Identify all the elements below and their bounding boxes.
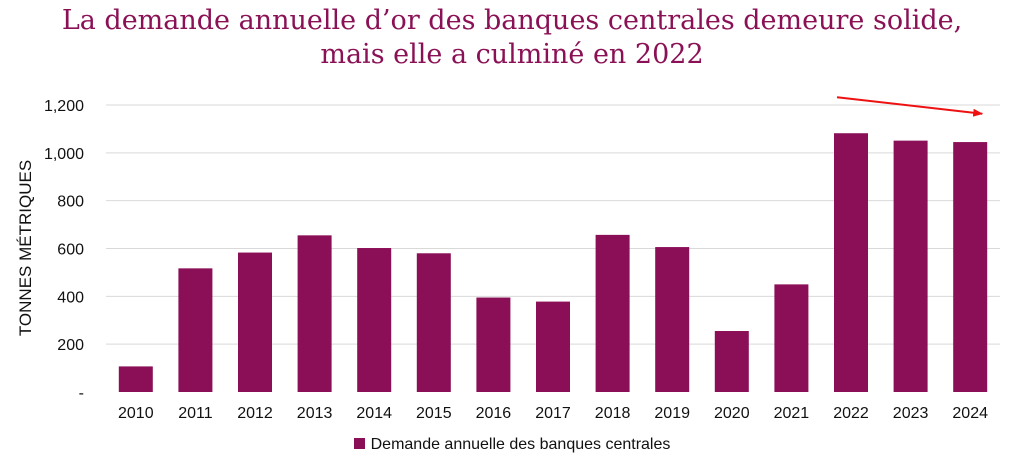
bar	[536, 301, 570, 392]
bar	[118, 366, 153, 392]
y-tick-label: 600	[57, 242, 84, 259]
bar	[476, 297, 511, 392]
x-tick-label: 2013	[297, 405, 333, 422]
x-tick-label: 2014	[356, 405, 392, 422]
bar	[834, 133, 868, 392]
chart-title: La demande annuelle d’or des banques cen…	[0, 4, 1024, 72]
bar	[953, 142, 988, 392]
x-tick-label: 2021	[774, 405, 810, 422]
bar	[416, 253, 451, 392]
x-tick-label: 2019	[654, 405, 690, 422]
x-tick-label: 2018	[595, 405, 631, 422]
legend-swatch	[353, 438, 365, 449]
y-tick-label: 1,200	[44, 98, 84, 115]
x-tick-label: 2024	[952, 405, 988, 422]
bar	[178, 268, 213, 392]
y-tick-label: -	[79, 385, 84, 402]
bar	[893, 140, 928, 392]
chart-title-line-2: mais elle a culminé en 2022	[320, 39, 704, 70]
chart-title-line-1: La demande annuelle d’or des banques cen…	[61, 5, 963, 36]
x-tick-label: 2012	[237, 405, 273, 422]
x-tick-label: 2015	[416, 405, 452, 422]
x-tick-label: 2017	[535, 405, 571, 422]
x-tick-label: 2016	[476, 405, 512, 422]
bar	[655, 247, 690, 392]
bar	[297, 235, 332, 392]
y-tick-label: 1,000	[44, 146, 84, 163]
bar	[238, 252, 272, 392]
y-tick-label: 800	[57, 194, 84, 211]
bar	[595, 234, 630, 392]
legend: Demande annuelle des banques centrales	[0, 436, 1024, 454]
y-axis-title: TONNES MÉTRIQUES	[16, 160, 35, 336]
legend-label: Demande annuelle des banques centrales	[370, 436, 671, 453]
y-tick-label: 400	[57, 289, 84, 306]
trend-arrow	[836, 96, 984, 117]
x-tick-label: 2010	[118, 405, 154, 422]
x-tick-label: 2023	[893, 405, 929, 422]
bar	[714, 331, 749, 392]
y-tick-label: 200	[57, 337, 84, 354]
x-tick-label: 2011	[178, 405, 213, 422]
x-tick-label: 2020	[714, 405, 750, 422]
bar	[774, 284, 809, 392]
x-tick-label: 2022	[833, 405, 869, 422]
bar	[357, 248, 392, 392]
